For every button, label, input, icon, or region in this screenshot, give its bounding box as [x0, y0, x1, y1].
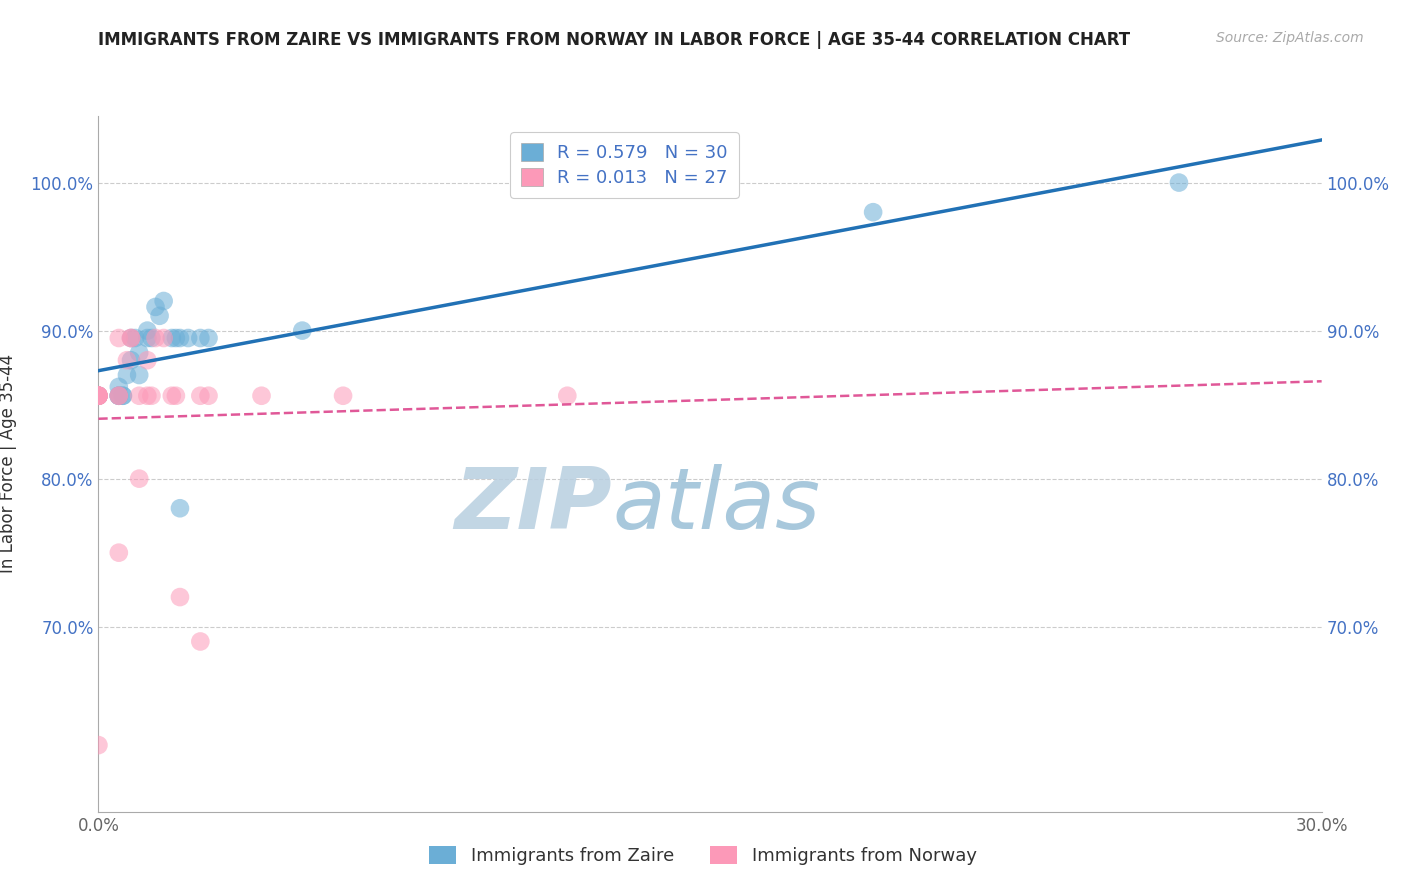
Point [120, 331, 142, 345]
Point [111, 389, 134, 403]
Point [108, 546, 131, 560]
Point [862, 205, 884, 219]
Point [108, 331, 131, 345]
Point [120, 331, 142, 345]
Point [197, 389, 219, 403]
Point [128, 368, 150, 382]
Point [87, 389, 110, 403]
Point [188, 634, 212, 648]
Point [136, 389, 159, 403]
Point [128, 472, 150, 486]
Point [136, 353, 159, 368]
Y-axis label: In Labor Force | Age 35-44: In Labor Force | Age 35-44 [0, 354, 17, 574]
Point [108, 380, 131, 394]
Point [197, 331, 219, 345]
Point [145, 331, 167, 345]
Point [160, 331, 183, 345]
Point [87, 389, 110, 403]
Point [124, 331, 146, 345]
Point [557, 389, 579, 403]
Text: atlas: atlas [612, 464, 820, 547]
Point [177, 331, 200, 345]
Text: ZIP: ZIP [454, 464, 612, 547]
Point [128, 346, 150, 360]
Point [108, 389, 131, 403]
Point [108, 389, 131, 403]
Point [188, 331, 212, 345]
Point [332, 389, 354, 403]
Point [108, 389, 131, 403]
Text: Source: ZipAtlas.com: Source: ZipAtlas.com [1216, 31, 1364, 45]
Point [291, 324, 314, 338]
Point [108, 389, 131, 403]
Point [87, 389, 110, 403]
Point [149, 309, 172, 323]
Point [152, 293, 174, 308]
Point [169, 590, 191, 604]
Point [87, 389, 110, 403]
Point [108, 389, 131, 403]
Point [165, 389, 187, 403]
Point [165, 331, 187, 345]
Point [87, 738, 110, 752]
Legend: R = 0.579   N = 30, R = 0.013   N = 27: R = 0.579 N = 30, R = 0.013 N = 27 [510, 132, 738, 198]
Point [87, 389, 110, 403]
Text: IMMIGRANTS FROM ZAIRE VS IMMIGRANTS FROM NORWAY IN LABOR FORCE | AGE 35-44 CORRE: IMMIGRANTS FROM ZAIRE VS IMMIGRANTS FROM… [98, 31, 1130, 49]
Point [160, 389, 183, 403]
Point [87, 389, 110, 403]
Point [128, 389, 150, 403]
Point [250, 389, 273, 403]
Point [87, 389, 110, 403]
Point [141, 389, 163, 403]
Point [141, 331, 163, 345]
Point [188, 389, 212, 403]
Point [115, 368, 138, 382]
Point [152, 331, 174, 345]
Point [169, 331, 191, 345]
Point [87, 389, 110, 403]
Point [87, 389, 110, 403]
Point [136, 324, 159, 338]
Point [115, 353, 138, 368]
Point [120, 353, 142, 368]
Point [1167, 176, 1189, 190]
Point [145, 300, 167, 314]
Point [120, 331, 142, 345]
Point [136, 331, 159, 345]
Point [111, 389, 134, 403]
Point [87, 389, 110, 403]
Legend: Immigrants from Zaire, Immigrants from Norway: Immigrants from Zaire, Immigrants from N… [420, 837, 986, 874]
Point [169, 501, 191, 516]
